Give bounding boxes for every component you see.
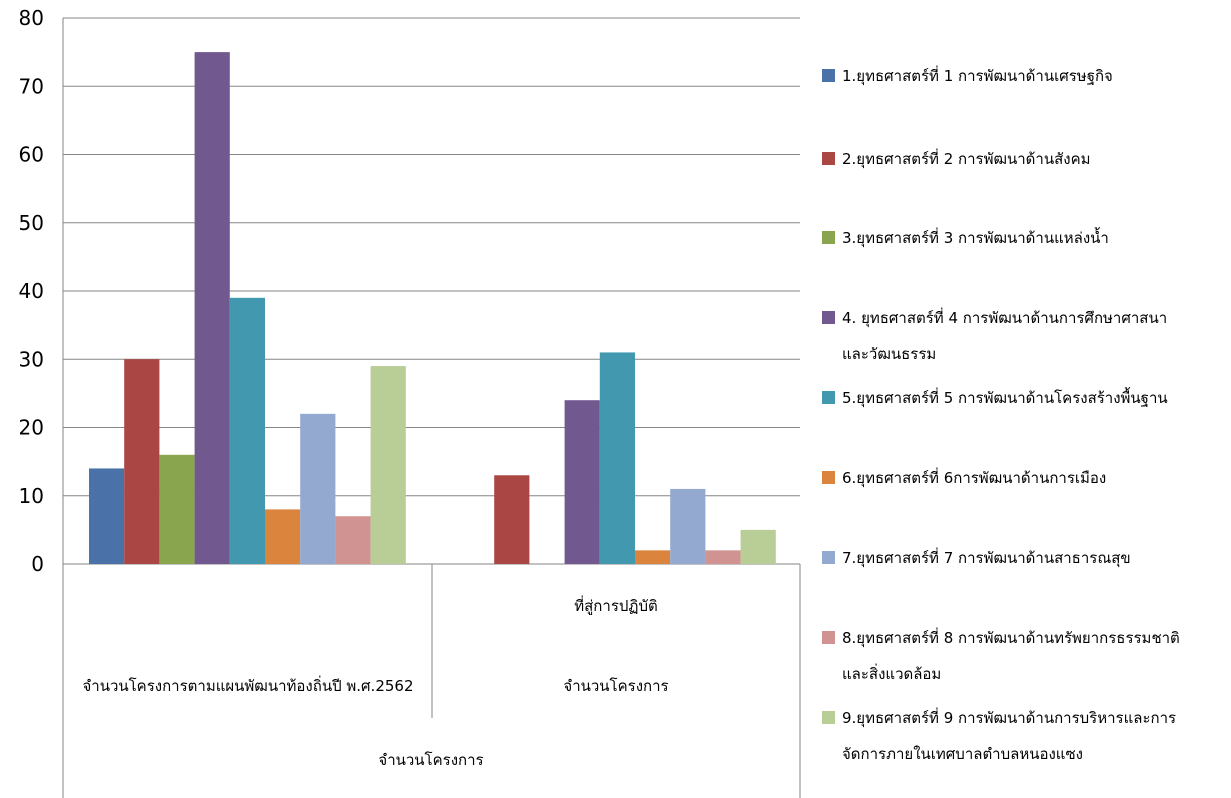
legend-label: 6.ยุทธศาสตร์ที่ 6การพัฒนาด้านการเมือง <box>842 467 1106 488</box>
legend-swatch <box>822 391 835 404</box>
bar <box>564 400 600 564</box>
y-tick-label: 10 <box>19 484 44 508</box>
bar <box>740 529 776 564</box>
legend-label: 1.ยุทธศาสตร์ที่ 1 การพัฒนาด้านเศรษฐกิจ <box>842 65 1113 86</box>
y-tick-label: 70 <box>19 74 44 98</box>
y-tick-label: 0 <box>31 552 44 576</box>
legend-swatch <box>822 231 835 244</box>
bar <box>159 454 195 564</box>
bar <box>705 550 741 564</box>
legend-swatch <box>822 711 835 724</box>
bar <box>300 413 336 564</box>
category-label: จำนวนโครงการตามแผนพัฒนาท้องถิ่นปี พ.ศ.25… <box>82 675 413 695</box>
y-tick-label: 30 <box>19 347 44 371</box>
y-tick-label: 80 <box>19 6 44 30</box>
legend-label: 5.ยุทธศาสตร์ที่ 5 การพัฒนาด้านโครงสร้างพ… <box>842 387 1168 408</box>
legend-swatch <box>822 551 835 564</box>
category-label: ที่สู่การปฏิบัติ <box>574 595 657 615</box>
legend-label: 3.ยุทธศาสตร์ที่ 3 การพัฒนาด้านแหล่งน้ำ <box>842 227 1109 248</box>
legend-label: 8.ยุทธศาสตร์ที่ 8 การพัฒนาด้านทรัพยากรธร… <box>842 627 1180 648</box>
y-tick-label: 40 <box>19 279 44 303</box>
legend-label: 4. ยุทธศาสตร์ที่ 4 การพัฒนาด้านการศึกษาศ… <box>842 307 1167 328</box>
bar <box>370 366 406 564</box>
y-tick-label: 60 <box>19 143 44 167</box>
y-tick-label: 20 <box>19 416 44 440</box>
bar <box>670 488 706 564</box>
legend-label: และวัฒนธรรม <box>842 345 936 363</box>
legend-swatch <box>822 631 835 644</box>
bar <box>124 359 160 564</box>
bar <box>494 475 530 564</box>
category-label: จำนวนโครงการ <box>563 677 668 695</box>
bar <box>635 550 671 564</box>
y-tick-label: 50 <box>19 211 44 235</box>
bar <box>599 352 635 564</box>
legend-label: 9.ยุทธศาสตร์ที่ 9 การพัฒนาด้านการบริหารแ… <box>842 707 1176 728</box>
legend-label: จัดการภายในเทศบาลตำบลหนองแซง <box>842 745 1083 763</box>
legend-swatch <box>822 311 835 324</box>
legend-label: 7.ยุทธศาสตร์ที่ 7 การพัฒนาด้านสาธารณสุข <box>842 547 1131 568</box>
bar <box>194 52 230 564</box>
legend-label: 2.ยุทธศาสตร์ที่ 2 การพัฒนาด้านสังคม <box>842 148 1091 169</box>
legend-swatch <box>822 471 835 484</box>
bar <box>89 468 125 564</box>
group-label: จำนวนโครงการ <box>378 751 483 769</box>
bar <box>335 516 371 564</box>
bar <box>229 297 265 564</box>
legend-swatch <box>822 69 835 82</box>
legend-swatch <box>822 152 835 165</box>
bar <box>265 509 301 564</box>
legend-label: และสิ่งแวดล้อม <box>842 663 941 683</box>
